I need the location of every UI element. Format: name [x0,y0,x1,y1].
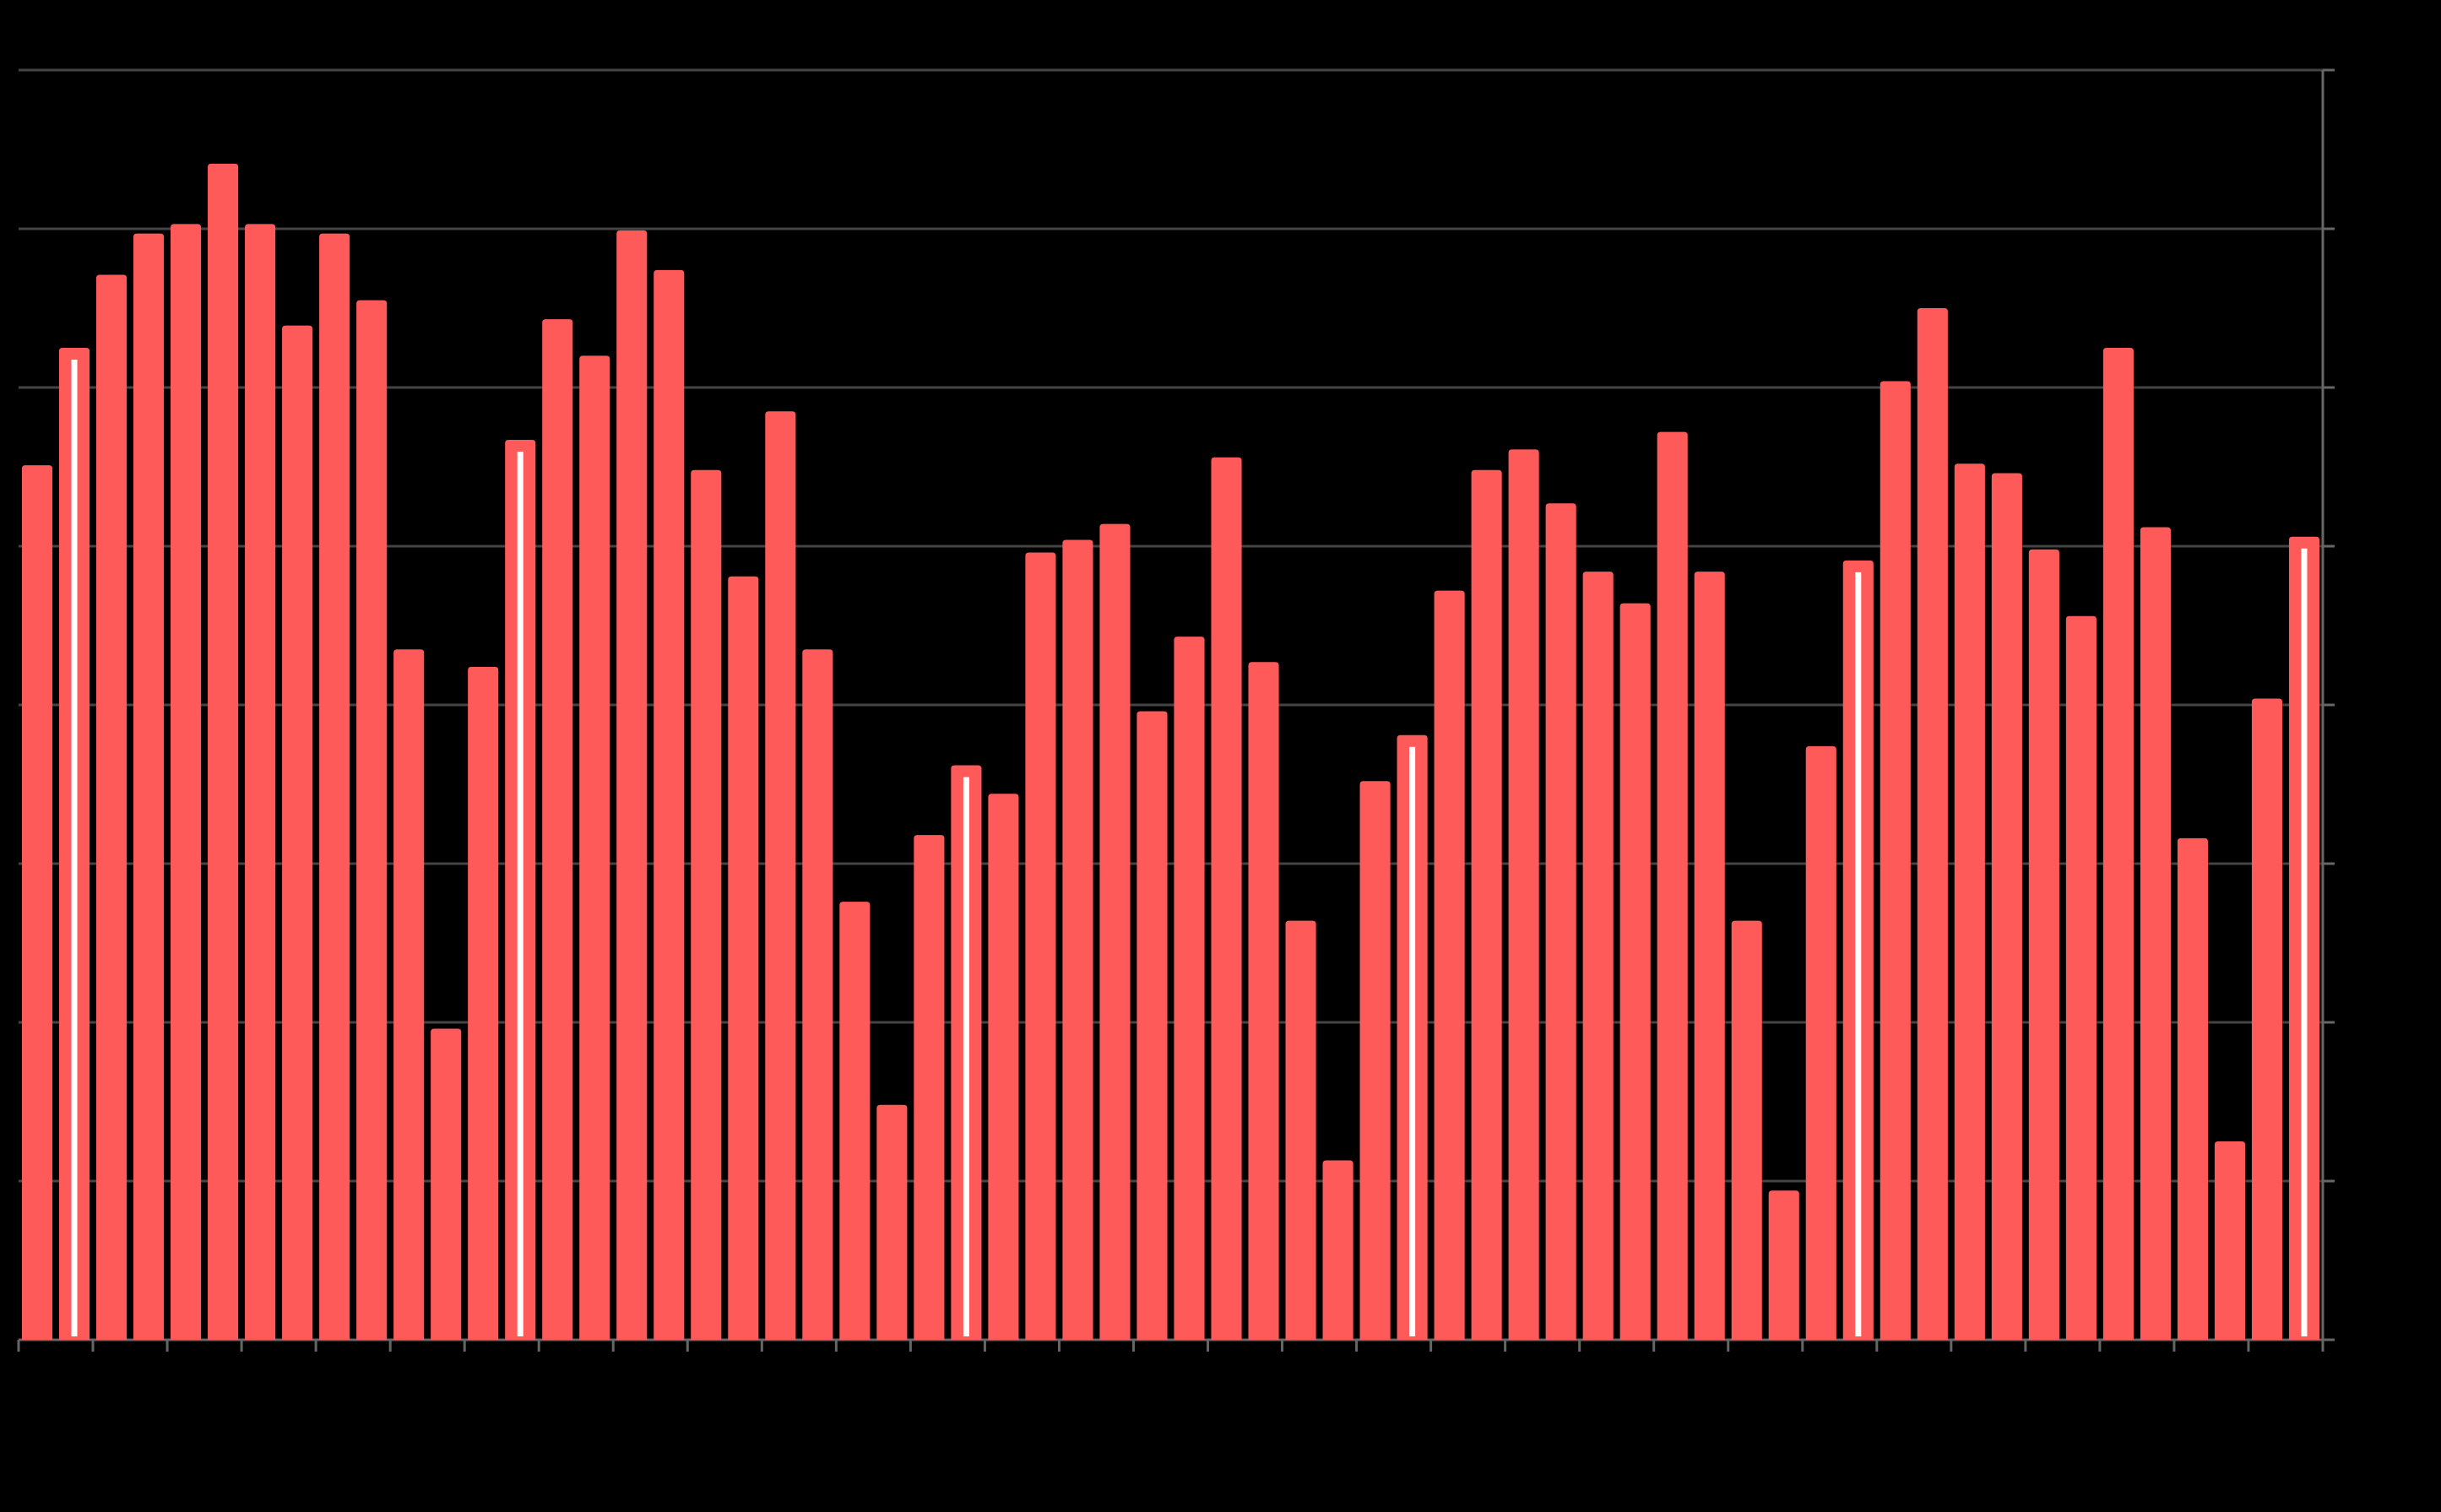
bar [2102,348,2134,1340]
bar [356,300,388,1341]
bar [1917,308,1948,1340]
bar [2028,549,2059,1340]
bar [245,224,276,1340]
bar [802,649,833,1340]
bar [988,794,1019,1340]
bar [765,411,796,1341]
bar [1025,552,1056,1340]
bar [579,355,610,1340]
bar [1582,572,1614,1340]
bar [95,274,127,1340]
bar [654,269,685,1340]
bar [1731,920,1762,1340]
bar [1099,523,1131,1340]
bar [1136,711,1168,1340]
bar [2251,698,2283,1340]
bar [728,576,759,1340]
bar [1062,539,1093,1340]
bar [616,230,648,1340]
bar [1434,590,1465,1340]
bar [2065,615,2097,1340]
bar [1471,469,1502,1340]
bar [393,649,425,1340]
bar [914,835,945,1340]
bar [2214,1141,2246,1340]
bar [1508,449,1539,1340]
bar [133,233,165,1340]
bar [1285,920,1316,1340]
bar [319,233,350,1340]
bar [21,465,53,1340]
bar [876,1104,908,1340]
bar [1768,1190,1799,1340]
bar [1805,745,1836,1340]
bar [208,163,239,1340]
bar [1991,473,2022,1340]
bar [839,902,871,1340]
bar [1248,662,1279,1340]
bar [691,469,722,1340]
bar [468,666,499,1340]
bar [542,319,573,1340]
bar [1211,457,1242,1340]
bar [1954,463,1985,1340]
bar [171,224,202,1340]
bar [2140,527,2171,1340]
bar [1657,431,1688,1340]
bar [1322,1160,1353,1340]
bar [1619,603,1651,1340]
bar [431,1028,462,1340]
bar [282,325,313,1341]
bar [1174,637,1205,1340]
bar [1880,381,1911,1341]
bar [2177,837,2208,1340]
bar [1694,572,1725,1340]
bar [1545,503,1576,1340]
bar [1359,781,1391,1340]
